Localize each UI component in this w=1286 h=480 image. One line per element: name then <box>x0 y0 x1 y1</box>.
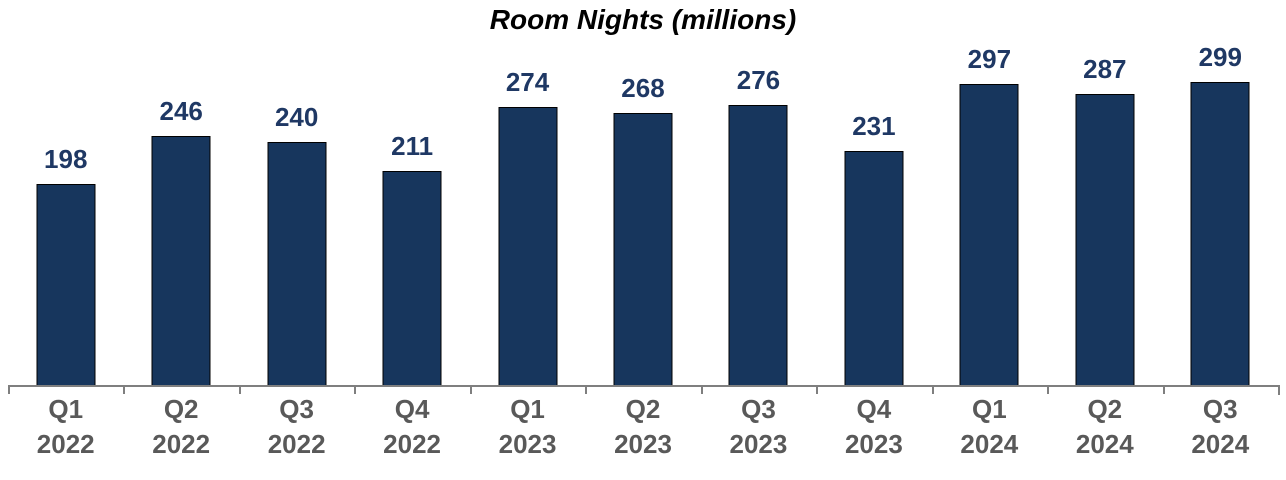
x-label-year: 2023 <box>844 429 903 459</box>
category-q3-2023: 276 <box>701 20 816 385</box>
x-label-q4-2023: Q4 2023 <box>816 392 931 462</box>
value-label-q1-2024: 297 <box>967 44 1012 74</box>
x-label-q3-2023: Q3 2023 <box>701 392 816 462</box>
bar-q2-2024 <box>1075 94 1135 385</box>
x-label-year: 2023 <box>614 429 672 459</box>
axis-tick <box>700 387 816 394</box>
bar-q3-2024 <box>1190 82 1250 385</box>
bar-q3-2023 <box>728 105 788 385</box>
bar-q4-2022 <box>382 171 442 385</box>
bar-q2-2023 <box>613 113 673 385</box>
value-label-q2-2024: 287 <box>1083 54 1127 84</box>
x-label-q2-2022: Q2 2022 <box>123 392 238 462</box>
category-q4-2023: 231 <box>816 20 931 385</box>
category-q2-2022: 246 <box>123 20 238 385</box>
bar-q1-2022 <box>36 184 96 385</box>
x-label-quarter: Q1 <box>510 394 545 424</box>
value-label-q4-2022: 211 <box>391 131 434 161</box>
value-label-q2-2022: 246 <box>159 96 203 126</box>
category-q4-2022: 211 <box>354 20 469 385</box>
category-q1-2022: 198 <box>8 20 123 385</box>
x-label-quarter: Q3 <box>1202 394 1238 424</box>
x-label-quarter: Q4 <box>856 394 892 424</box>
x-label-year: 2023 <box>729 429 788 459</box>
x-label-q1-2024: Q1 2024 <box>932 392 1047 462</box>
axis-tick <box>8 387 123 394</box>
axis-tick <box>1162 387 1278 394</box>
axis-tick <box>238 387 354 394</box>
category-q3-2024: 299 <box>1163 20 1278 385</box>
x-label-q3-2024: Q3 2024 <box>1163 392 1278 462</box>
axis-tick <box>816 387 931 394</box>
x-label-quarter: Q2 <box>625 394 661 424</box>
value-label-q3-2022: 240 <box>274 102 319 132</box>
x-axis-line <box>8 385 1280 395</box>
category-q3-2022: 240 <box>239 20 354 385</box>
category-q1-2024: 297 <box>932 20 1047 385</box>
value-label-q1-2022: 198 <box>44 144 88 174</box>
axis-tick <box>931 387 1047 394</box>
value-label-q2-2023: 268 <box>621 73 665 103</box>
axis-tick <box>469 387 585 394</box>
bar-q2-2022 <box>151 136 211 385</box>
x-label-year: 2023 <box>498 429 557 459</box>
value-label-q1-2023: 274 <box>505 67 550 97</box>
x-label-year: 2022 <box>383 429 441 459</box>
axis-tick <box>354 387 469 394</box>
x-axis-labels: Q1 2022 Q2 2022 Q3 2022 Q4 2022 Q1 2023 Q2 2023 Q3 20… <box>8 392 1278 462</box>
axis-tick <box>1047 387 1162 394</box>
bar-q4-2023 <box>844 151 904 385</box>
x-label-year: 2024 <box>960 429 1019 459</box>
chart-title: Room Nights (millions) <box>489 4 797 35</box>
x-label-year: 2022 <box>36 429 95 459</box>
category-q1-2023: 274 <box>470 20 585 385</box>
x-label-q1-2023: Q1 2023 <box>470 392 585 462</box>
x-label-year: 2024 <box>1191 429 1250 459</box>
category-q2-2024: 287 <box>1047 20 1162 385</box>
x-label-year: 2024 <box>1075 429 1134 459</box>
x-label-quarter: Q2 <box>1087 394 1123 424</box>
x-label-q2-2023: Q2 2023 <box>585 392 700 462</box>
x-label-quarter: Q2 <box>163 394 199 424</box>
axis-tick <box>585 387 700 394</box>
x-label-year: 2022 <box>152 429 211 459</box>
value-label-q4-2023: 231 <box>852 111 896 141</box>
bar-q3-2022 <box>267 142 327 385</box>
bar-q1-2023 <box>498 107 558 385</box>
x-label-quarter: Q4 <box>394 394 430 424</box>
x-label-quarter: Q1 <box>972 394 1007 424</box>
bar-q1-2024 <box>959 84 1019 385</box>
value-label-q3-2024: 299 <box>1198 42 1242 72</box>
x-label-quarter: Q1 <box>48 394 84 424</box>
value-label-q3-2023: 276 <box>736 65 781 95</box>
category-q2-2023: 268 <box>585 20 700 385</box>
x-label-quarter: Q3 <box>741 394 776 424</box>
x-label-q3-2022: Q3 2022 <box>239 392 354 462</box>
x-label-q4-2022: Q4 2022 <box>354 392 469 462</box>
x-label-quarter: Q3 <box>279 394 314 424</box>
plot-area: 198 246 240 211 274 268 276 231 297 287 299 <box>8 20 1278 385</box>
x-label-year: 2022 <box>267 429 326 459</box>
x-label-q1-2022: Q1 2022 <box>8 392 123 462</box>
x-label-q2-2024: Q2 2024 <box>1047 392 1162 462</box>
axis-tick <box>123 387 238 394</box>
